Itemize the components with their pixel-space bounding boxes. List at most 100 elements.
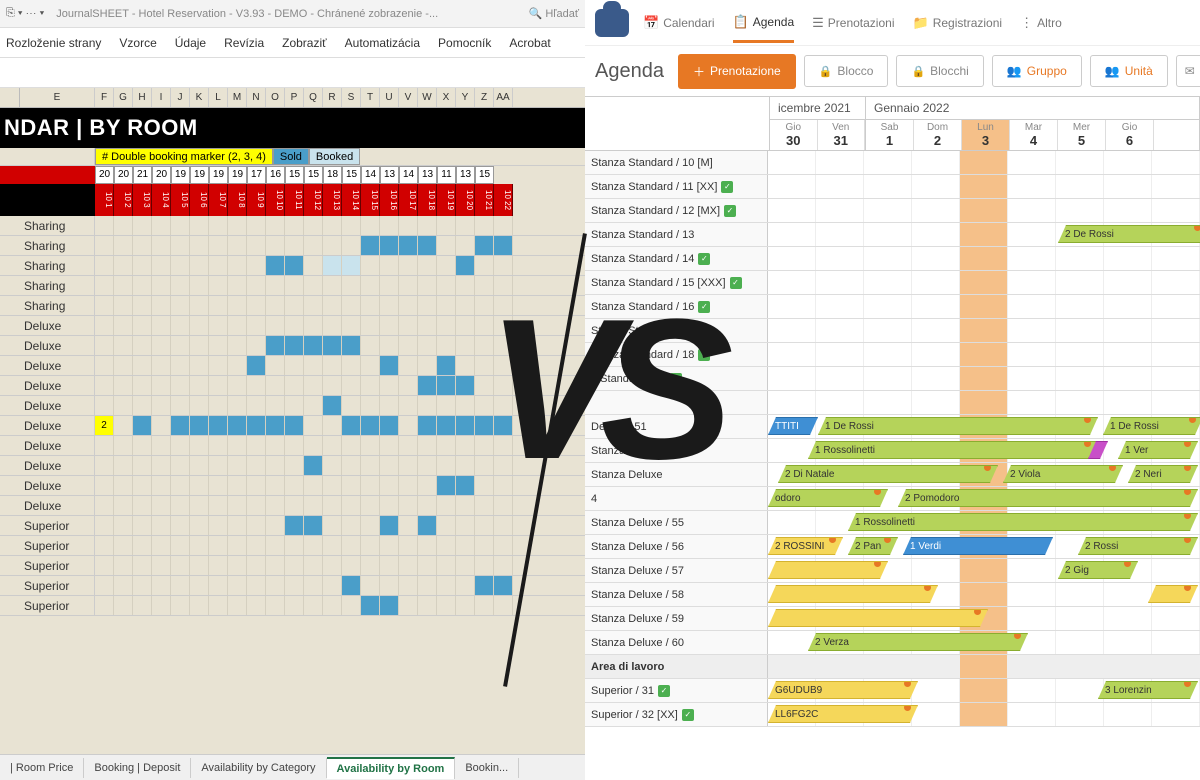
day-slot[interactable] — [960, 367, 1008, 390]
day-slot[interactable] — [1104, 367, 1152, 390]
col-header[interactable]: Y — [456, 88, 475, 107]
grid-cell[interactable] — [380, 496, 399, 515]
grid-cell[interactable] — [494, 396, 513, 415]
grid-cell[interactable] — [209, 536, 228, 555]
grid-cell[interactable] — [152, 216, 171, 235]
day-slot[interactable] — [1152, 199, 1200, 222]
grid-cell[interactable] — [304, 216, 323, 235]
grid-cell[interactable] — [190, 296, 209, 315]
sheet-tab[interactable]: Availability by Room — [327, 757, 456, 779]
grid-cell[interactable] — [133, 416, 152, 435]
day-slot[interactable] — [1056, 319, 1104, 342]
grid-cell[interactable] — [456, 416, 475, 435]
grid-cell[interactable] — [399, 276, 418, 295]
day-slot[interactable] — [768, 343, 816, 366]
day-header[interactable]: Gio6 — [1106, 120, 1154, 150]
grid-cell[interactable] — [456, 516, 475, 535]
grid-cell[interactable] — [475, 276, 494, 295]
grid-cell[interactable] — [285, 316, 304, 335]
grid-cell[interactable] — [323, 456, 342, 475]
grid-cell[interactable] — [418, 476, 437, 495]
grid-cell[interactable] — [304, 576, 323, 595]
grid-cell[interactable] — [190, 216, 209, 235]
day-slot[interactable] — [864, 367, 912, 390]
col-header[interactable]: P — [285, 88, 304, 107]
grid-cell[interactable] — [494, 516, 513, 535]
grid-cell[interactable] — [133, 456, 152, 475]
day-slot[interactable] — [1104, 175, 1152, 198]
booking-bar[interactable]: 2 Neri — [1128, 465, 1198, 483]
grid-cell[interactable] — [247, 296, 266, 315]
grid-cell[interactable] — [456, 236, 475, 255]
grid-cell[interactable] — [247, 436, 266, 455]
grid-cell[interactable] — [361, 256, 380, 275]
grid-cell[interactable] — [304, 516, 323, 535]
day-slot[interactable] — [768, 367, 816, 390]
grid-cell[interactable] — [475, 576, 494, 595]
grid-cell[interactable]: 2 — [95, 416, 114, 435]
grid-cell[interactable] — [475, 316, 494, 335]
grid-cell[interactable] — [323, 476, 342, 495]
grid-cell[interactable] — [399, 416, 418, 435]
grid-cell[interactable] — [380, 396, 399, 415]
room-name[interactable]: 4 — [585, 487, 768, 510]
nav-item[interactable]: 📁 Registrazioni — [913, 14, 1003, 31]
grid-cell[interactable] — [114, 316, 133, 335]
day-slot[interactable] — [1008, 247, 1056, 270]
col-header[interactable]: J — [171, 88, 190, 107]
grid-cell[interactable] — [456, 316, 475, 335]
grid-cell[interactable] — [190, 536, 209, 555]
grid-cell[interactable] — [304, 476, 323, 495]
grid-cell[interactable] — [95, 396, 114, 415]
grid-cell[interactable] — [380, 596, 399, 615]
grid-cell[interactable] — [342, 476, 361, 495]
col-header[interactable]: N — [247, 88, 266, 107]
grid-cell[interactable] — [285, 496, 304, 515]
grid-cell[interactable] — [494, 236, 513, 255]
grid-cell[interactable] — [171, 556, 190, 575]
grid-cell[interactable] — [494, 556, 513, 575]
grid-cell[interactable] — [171, 316, 190, 335]
grid-cell[interactable] — [475, 456, 494, 475]
grid-cell[interactable] — [418, 316, 437, 335]
grid-cell[interactable] — [285, 476, 304, 495]
grid-cell[interactable] — [266, 296, 285, 315]
grid-cell[interactable] — [95, 536, 114, 555]
grid-cell[interactable] — [494, 416, 513, 435]
day-slot[interactable] — [864, 199, 912, 222]
grid-cell[interactable] — [437, 336, 456, 355]
grid-cell[interactable] — [380, 476, 399, 495]
grid-cell[interactable] — [437, 376, 456, 395]
new-booking-button[interactable]: ＋ Prenotazione — [678, 54, 796, 89]
day-slot[interactable] — [960, 679, 1008, 702]
grid-cell[interactable] — [133, 276, 152, 295]
day-slot[interactable] — [1008, 271, 1056, 294]
grid-cell[interactable] — [418, 536, 437, 555]
grid-cell[interactable] — [190, 416, 209, 435]
grid-cell[interactable] — [285, 436, 304, 455]
grid-cell[interactable] — [228, 396, 247, 415]
day-slot[interactable] — [816, 319, 864, 342]
day-slot[interactable] — [1152, 655, 1200, 678]
grid-cell[interactable] — [190, 256, 209, 275]
grid-cell[interactable] — [475, 516, 494, 535]
grid-cell[interactable] — [209, 296, 228, 315]
grid-cell[interactable] — [133, 296, 152, 315]
day-slot[interactable] — [1152, 295, 1200, 318]
day-slot[interactable] — [864, 343, 912, 366]
logo-icon[interactable] — [595, 9, 629, 37]
grid-cell[interactable] — [361, 556, 380, 575]
room-name[interactable]: Stanza Standard / 12 [MX] ✓ — [585, 199, 768, 222]
day-slot[interactable] — [960, 175, 1008, 198]
day-slot[interactable] — [912, 343, 960, 366]
day-slot[interactable] — [960, 703, 1008, 726]
grid-cell[interactable] — [266, 596, 285, 615]
grid-cell[interactable] — [247, 516, 266, 535]
room-name[interactable]: Stanza Deluxe / 58 — [585, 583, 768, 606]
grid-cell[interactable] — [399, 216, 418, 235]
grid-cell[interactable] — [247, 416, 266, 435]
grid-cell[interactable] — [171, 336, 190, 355]
grid-cell[interactable] — [361, 536, 380, 555]
grid-cell[interactable] — [190, 496, 209, 515]
day-slot[interactable] — [912, 295, 960, 318]
